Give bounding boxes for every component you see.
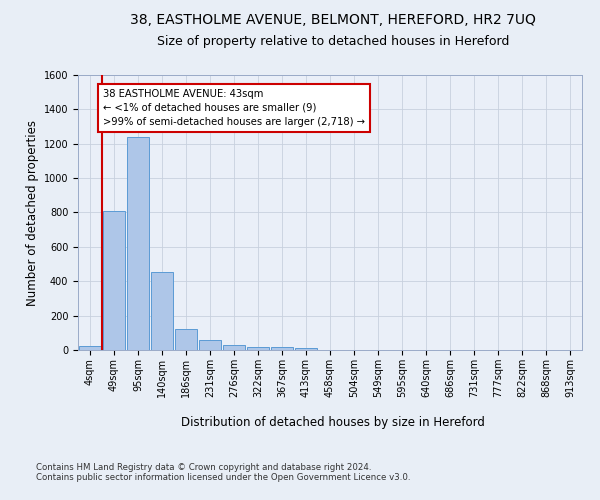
Bar bbox=[295, 348, 317, 350]
Bar bbox=[175, 328, 197, 350]
Text: Distribution of detached houses by size in Hereford: Distribution of detached houses by size … bbox=[181, 416, 485, 429]
Y-axis label: Number of detached properties: Number of detached properties bbox=[26, 120, 40, 306]
Bar bbox=[151, 272, 173, 350]
Bar bbox=[199, 340, 221, 350]
Bar bbox=[127, 137, 149, 350]
Bar bbox=[103, 211, 125, 350]
Bar bbox=[271, 348, 293, 350]
Bar bbox=[223, 346, 245, 350]
Bar bbox=[79, 346, 101, 350]
Text: Size of property relative to detached houses in Hereford: Size of property relative to detached ho… bbox=[157, 35, 509, 48]
Text: Contains HM Land Registry data © Crown copyright and database right 2024.
Contai: Contains HM Land Registry data © Crown c… bbox=[36, 462, 410, 482]
Text: 38, EASTHOLME AVENUE, BELMONT, HEREFORD, HR2 7UQ: 38, EASTHOLME AVENUE, BELMONT, HEREFORD,… bbox=[130, 12, 536, 26]
Bar bbox=[247, 347, 269, 350]
Text: 38 EASTHOLME AVENUE: 43sqm
← <1% of detached houses are smaller (9)
>99% of semi: 38 EASTHOLME AVENUE: 43sqm ← <1% of deta… bbox=[103, 88, 365, 126]
